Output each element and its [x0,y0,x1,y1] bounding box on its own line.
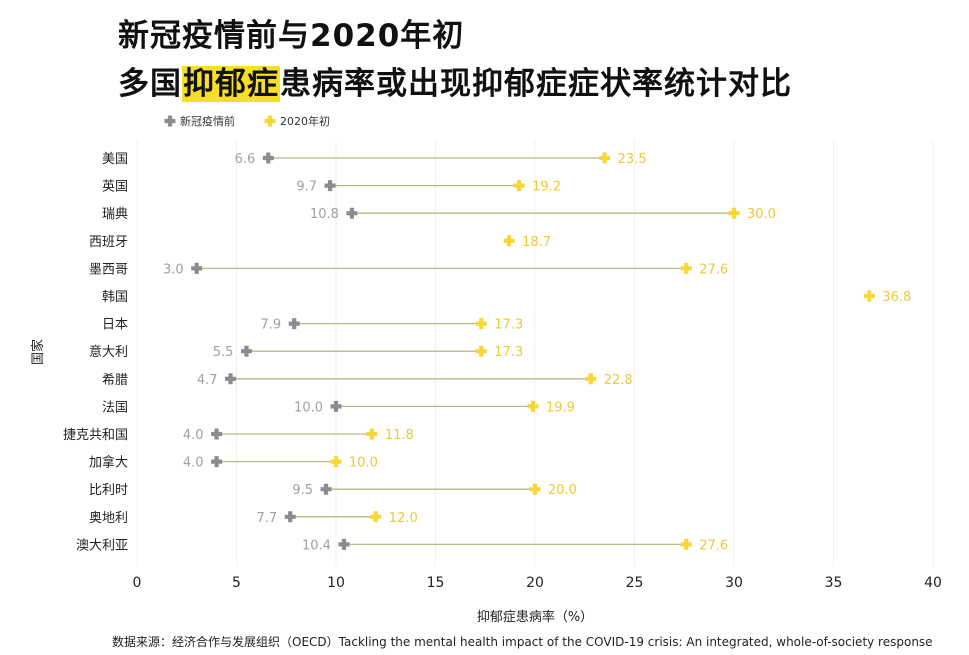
x-tick-label: 5 [232,575,241,591]
value-label-after: 11.8 [385,428,414,443]
country-label: 日本 [102,318,128,333]
value-label-before: 10.4 [302,538,331,553]
value-label-after: 19.9 [546,400,575,415]
value-label-before: 10.8 [310,207,339,222]
value-label-after: 20.0 [548,483,577,498]
point-after [513,180,525,192]
value-label-before: 4.7 [197,373,218,388]
value-label-after: 30.0 [747,207,776,222]
value-label-before: 3.0 [163,262,184,277]
value-label-before: 6.6 [235,152,256,167]
value-label-before: 4.0 [183,428,204,443]
value-label-before: 9.5 [292,483,313,498]
point-before [320,483,332,495]
point-before [262,152,274,164]
country-label: 意大利 [89,344,128,360]
value-label-after: 19.2 [532,180,561,195]
value-label-after: 22.8 [604,373,633,388]
country-label: 法国 [102,400,128,415]
country-label: 澳大利亚 [76,537,128,553]
title-prefix: 多国 [118,66,182,102]
value-label-after: 17.3 [494,345,523,360]
value-label-before: 9.7 [296,180,317,195]
chart-title-line-2: 多国抑郁症患病率或出现抑郁症症状率统计对比 [118,58,792,103]
point-after [728,207,740,219]
point-before [288,318,300,330]
country-label: 加拿大 [89,455,128,471]
point-after [366,428,378,440]
x-tick-label: 35 [825,575,843,591]
value-label-after: 23.5 [618,152,647,167]
chart-title-line-1: 新冠疫情前与2020年初 [118,18,465,54]
point-after [680,538,692,550]
legend-marker-before [164,115,176,127]
value-label-after: 10.0 [349,456,378,471]
point-after [370,511,382,523]
point-before [225,373,237,385]
value-label-before: 5.5 [213,345,234,360]
x-axis-title: 抑郁症患病率（%） [477,609,593,625]
point-after [599,152,611,164]
y-axis-title: 国家 [30,339,46,365]
value-label-after: 17.3 [494,318,523,333]
country-label: 希腊 [102,373,128,388]
title-suffix: 患病率或出现抑郁症症状率统计对比 [280,66,792,102]
country-label: 韩国 [102,290,128,305]
value-label-before: 7.7 [257,511,278,526]
point-before [330,400,342,412]
point-before [338,538,350,550]
country-label: 比利时 [89,483,128,498]
value-label-before: 4.0 [183,456,204,471]
point-after [529,483,541,495]
point-after [585,373,597,385]
point-after [527,400,539,412]
x-tick-label: 30 [725,575,743,591]
x-tick-label: 40 [924,575,942,591]
value-label-after: 27.6 [699,262,728,277]
point-before [346,207,358,219]
value-label-after: 12.0 [389,511,418,526]
point-after [680,262,692,274]
legend-label-after: 2020年初 [280,114,330,128]
point-before [240,345,252,357]
legend-marker-after [264,115,276,127]
point-before [324,180,336,192]
source-note: 数据来源：经济合作与发展组织（OECD）Tackling the mental … [112,635,933,649]
x-tick-label: 10 [327,575,345,591]
point-after [475,318,487,330]
country-label: 墨西哥 [89,262,128,277]
legend-label-before: 新冠疫情前 [180,114,235,128]
country-label: 西班牙 [89,235,128,250]
country-label: 瑞典 [102,207,128,222]
point-before [191,262,203,274]
x-tick-label: 20 [526,575,544,591]
x-tick-label: 15 [427,575,445,591]
x-tick-label: 0 [133,575,142,591]
country-label: 捷克共和国 [63,428,128,443]
value-label-before: 10.0 [294,400,323,415]
country-label: 奥地利 [89,511,128,526]
x-tick-label: 25 [626,575,644,591]
country-label: 美国 [102,152,128,167]
value-label-after: 18.7 [522,235,551,250]
point-after [475,345,487,357]
point-after [330,456,342,468]
value-label-before: 7.9 [261,318,282,333]
point-before [284,511,296,523]
value-label-after: 27.6 [699,538,728,553]
country-label: 英国 [102,180,128,195]
value-label-after: 36.8 [882,290,911,305]
title-highlight: 抑郁症 [182,66,280,102]
point-after [863,290,875,302]
point-after [503,235,515,247]
point-before [211,428,223,440]
point-before [211,456,223,468]
